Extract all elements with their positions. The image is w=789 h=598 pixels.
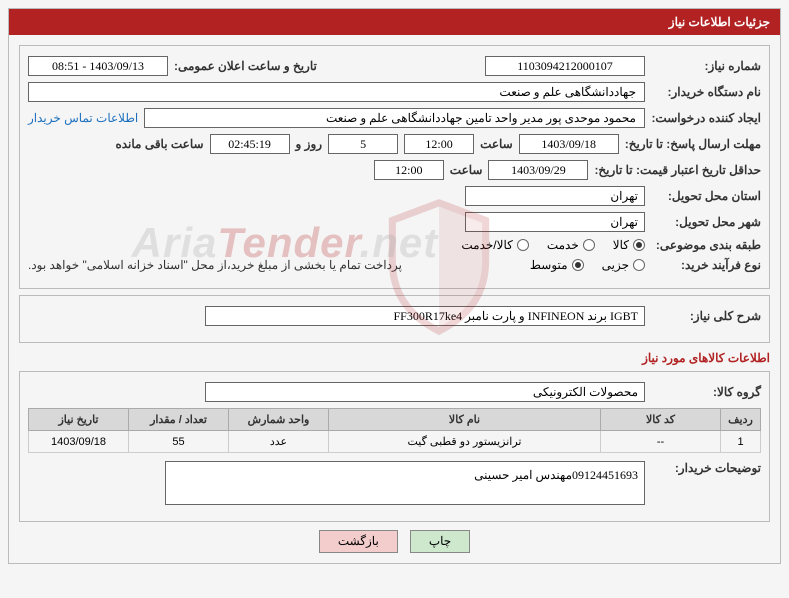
- reply-date-input[interactable]: [519, 134, 619, 154]
- requester-label: ایجاد کننده درخواست:: [651, 111, 761, 125]
- radio-kala[interactable]: کالا: [613, 238, 645, 252]
- panel-title: جزئیات اطلاعات نیاز: [669, 15, 770, 29]
- group-input[interactable]: [205, 382, 645, 402]
- goods-table: ردیف کد کالا نام کالا واحد شمارش تعداد /…: [28, 408, 761, 453]
- td-unit: عدد: [229, 431, 329, 453]
- category-radio-group: کالا خدمت کالا/خدمت: [461, 238, 645, 252]
- reply-deadline-label: مهلت ارسال پاسخ: تا تاریخ:: [625, 137, 761, 151]
- details-panel: جزئیات اطلاعات نیاز شماره نیاز: تاریخ و …: [8, 8, 781, 564]
- radio-label-kala: کالا: [613, 238, 629, 252]
- desc-input[interactable]: [205, 306, 645, 326]
- province-label: استان محل تحویل:: [651, 189, 761, 203]
- remaining-label: ساعت باقی مانده: [115, 137, 203, 151]
- buyer-org-input[interactable]: [28, 82, 645, 102]
- th-unit: واحد شمارش: [229, 409, 329, 431]
- reply-time-input[interactable]: [404, 134, 474, 154]
- td-row: 1: [721, 431, 761, 453]
- hour-label-1: ساعت: [480, 137, 513, 151]
- td-code: --: [601, 431, 721, 453]
- desc-label: شرح کلی نیاز:: [651, 309, 761, 323]
- payment-note: پرداخت تمام یا بخشی از مبلغ خرید،از محل …: [28, 258, 402, 272]
- table-row: 1 -- ترانزیستور دو قطبی گیت عدد 55 1403/…: [29, 431, 761, 453]
- radio-khedmat[interactable]: خدمت: [547, 238, 595, 252]
- days-input[interactable]: [328, 134, 398, 154]
- buyer-org-label: نام دستگاه خریدار:: [651, 85, 761, 99]
- radio-dot-minor: [633, 259, 645, 271]
- buyer-note-text: 09124451693مهندس امیر حسینی: [474, 468, 638, 482]
- validity-label: حداقل تاریخ اعتبار قیمت: تا تاریخ:: [594, 163, 761, 177]
- table-header-row: ردیف کد کالا نام کالا واحد شمارش تعداد /…: [29, 409, 761, 431]
- radio-label-both: کالا/خدمت: [461, 238, 512, 252]
- th-row: ردیف: [721, 409, 761, 431]
- announce-label: تاریخ و ساعت اعلان عمومی:: [174, 59, 317, 73]
- desc-fieldset: شرح کلی نیاز:: [19, 295, 770, 343]
- radio-dot-both: [517, 239, 529, 251]
- hour-label-2: ساعت: [450, 163, 483, 177]
- radio-label-khedmat: خدمت: [547, 238, 579, 252]
- panel-content: شماره نیاز: تاریخ و ساعت اعلان عمومی: نا…: [9, 35, 780, 563]
- td-qty: 55: [129, 431, 229, 453]
- button-row: چاپ بازگشت: [19, 530, 770, 553]
- main-fieldset: شماره نیاز: تاریخ و ساعت اعلان عمومی: نا…: [19, 45, 770, 289]
- purchase-type-label: نوع فرآیند خرید:: [651, 258, 761, 272]
- radio-dot-kala: [633, 239, 645, 251]
- validity-date-input[interactable]: [488, 160, 588, 180]
- radio-dot-khedmat: [583, 239, 595, 251]
- td-date: 1403/09/18: [29, 431, 129, 453]
- back-button[interactable]: بازگشت: [319, 530, 398, 553]
- category-label: طبقه بندی موضوعی:: [651, 238, 761, 252]
- announce-input[interactable]: [28, 56, 168, 76]
- need-no-label: شماره نیاز:: [651, 59, 761, 73]
- city-input[interactable]: [465, 212, 645, 232]
- th-date: تاریخ نیاز: [29, 409, 129, 431]
- countdown-input[interactable]: [210, 134, 290, 154]
- th-qty: تعداد / مقدار: [129, 409, 229, 431]
- city-label: شهر محل تحویل:: [651, 215, 761, 229]
- radio-dot-medium: [572, 259, 584, 271]
- radio-medium[interactable]: متوسط: [530, 258, 584, 272]
- goods-info-title: اطلاعات کالاهای مورد نیاز: [19, 351, 770, 365]
- td-name: ترانزیستور دو قطبی گیت: [329, 431, 601, 453]
- th-code: کد کالا: [601, 409, 721, 431]
- days-and-label: روز و: [296, 137, 323, 151]
- validity-time-input[interactable]: [374, 160, 444, 180]
- goods-fieldset: گروه کالا: ردیف کد کالا نام کالا واحد شم…: [19, 371, 770, 522]
- buyer-contact-link[interactable]: اطلاعات تماس خریدار: [28, 111, 138, 125]
- radio-label-medium: متوسط: [530, 258, 568, 272]
- need-no-input[interactable]: [485, 56, 645, 76]
- purchase-type-radio-group: جزیی متوسط: [530, 258, 645, 272]
- group-label: گروه کالا:: [651, 385, 761, 399]
- panel-header: جزئیات اطلاعات نیاز: [9, 9, 780, 35]
- print-button[interactable]: چاپ: [410, 530, 470, 553]
- radio-both[interactable]: کالا/خدمت: [461, 238, 528, 252]
- requester-input[interactable]: [144, 108, 645, 128]
- radio-label-minor: جزیی: [602, 258, 629, 272]
- buyer-note-label: توضیحات خریدار:: [651, 461, 761, 475]
- radio-minor[interactable]: جزیی: [602, 258, 645, 272]
- th-name: نام کالا: [329, 409, 601, 431]
- province-input[interactable]: [465, 186, 645, 206]
- buyer-note-box[interactable]: 09124451693مهندس امیر حسینی: [165, 461, 645, 505]
